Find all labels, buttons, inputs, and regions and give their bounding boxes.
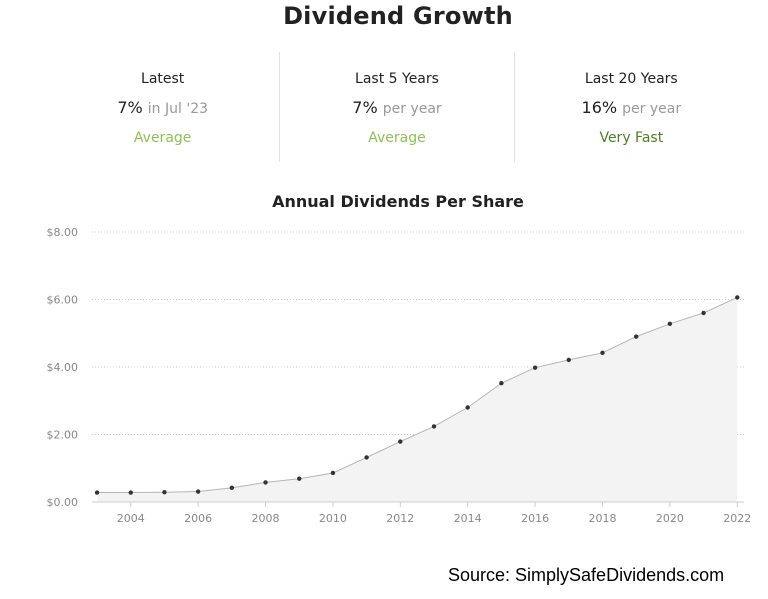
series-line [97,297,738,494]
data-point [667,321,673,326]
data-point [263,480,268,485]
x-tick-label: 2022 [723,512,751,525]
data-point [499,381,504,386]
x-tick-label: 2016 [521,512,549,525]
x-tick-label: 2018 [588,512,616,525]
stat-rating: Average [133,130,192,146]
data-point [431,424,437,429]
x-tick-label: 2006 [184,512,212,525]
x-tick-label: 2004 [117,512,145,525]
y-tick-label: $6.00 [47,294,79,307]
stat-unit: in Jul '23 [147,101,209,117]
dividend-chart: $0.00 $2.00 $4.00 $6.00 $8.00 2004 2006 2008 201… [47,226,752,525]
stat-number: 7% [352,98,378,117]
x-tick-label: 2010 [319,512,347,525]
chart-title: Annual Dividends Per Share [272,192,524,211]
data-point [398,439,403,444]
stat-unit: per year [622,101,682,117]
data-point [162,490,167,495]
data-point [330,470,336,476]
stat-last-5-years: Last 5 Years 7% per year Average [280,52,515,162]
y-tick-label: $4.00 [47,361,79,374]
x-tick-label: 2014 [454,512,482,525]
data-point [532,365,538,370]
y-tick-label: $2.00 [47,429,79,442]
source-note: Source: SimplySafeDividends.com [448,565,725,585]
data-point [364,455,369,460]
stat-latest: Latest 7% in Jul '23 Average [46,52,281,162]
data-point [735,295,740,300]
stat-value: 16% per year [515,98,748,119]
series-area [97,297,738,502]
x-tick-label: 2012 [386,512,414,525]
data-point [229,485,235,491]
data-point [465,405,470,410]
stat-value: 7% in Jul '23 [46,98,279,119]
data-point [600,350,605,356]
stat-label: Last 20 Years [584,71,678,87]
y-tick-label: $0.00 [47,496,79,509]
stat-unit: per year [382,101,442,117]
stat-rating: Average [368,130,426,146]
x-tick-label: 2008 [252,512,280,525]
stat-value: 7% per year [280,98,513,119]
stat-label: Latest [141,71,185,87]
stat-last-20-years: Last 20 Years 16% per year Very Fast [515,52,748,162]
y-tick-label: $8.00 [47,226,79,239]
stat-rating: Very Fast [599,130,664,146]
stat-number: 7% [117,98,143,117]
stat-number: 16% [581,98,618,117]
summary-stats: Latest 7% in Jul '23 Average Last 5 Year… [46,52,748,162]
page-title: Dividend Growth [283,2,513,30]
data-point [297,476,302,481]
x-tick-label: 2020 [656,512,684,525]
data-point [701,310,706,316]
data-point [94,490,100,495]
stat-label: Last 5 Years [355,71,439,87]
data-point [195,489,201,494]
data-point [566,357,571,363]
data-point [128,490,133,495]
data-point [633,334,639,339]
